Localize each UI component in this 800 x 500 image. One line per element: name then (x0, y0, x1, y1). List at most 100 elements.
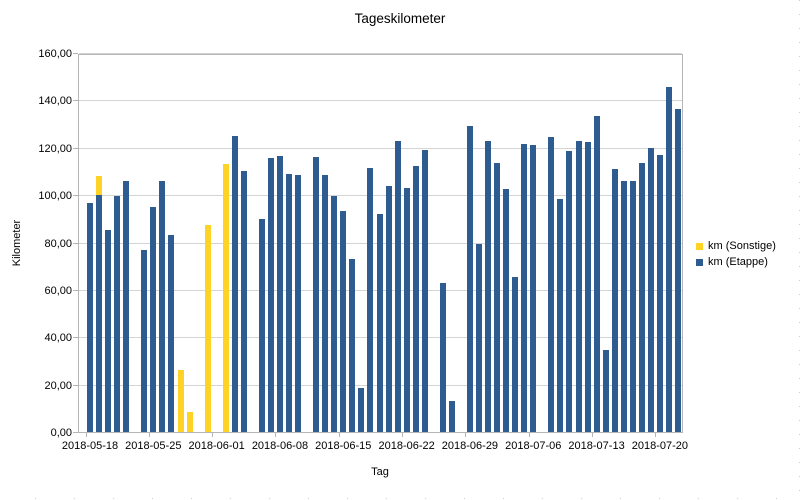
background-grid-dots-bottom (0, 498, 800, 499)
bar-segment-etappe (105, 229, 112, 432)
y-tick-label: 140,00 (38, 95, 72, 108)
x-tick-mark (148, 433, 150, 437)
bar-segment-sonstige (204, 224, 211, 432)
y-tick-mark (73, 147, 78, 149)
bar-segment-etappe (349, 259, 356, 432)
bar-segment-etappe (466, 126, 473, 432)
bar-segment-etappe (403, 188, 410, 432)
bar-segment-etappe (123, 180, 130, 432)
bar-segment-etappe (358, 388, 365, 432)
legend-item: km (Etappe) (696, 254, 776, 270)
bar-segment-etappe (503, 189, 510, 432)
plot-area (78, 53, 683, 433)
bar-segment-etappe (620, 180, 627, 432)
bar-segment-etappe (150, 207, 157, 432)
bar-segment-etappe (258, 218, 265, 432)
y-tick-mark (73, 242, 78, 244)
bar-segment-etappe (439, 282, 446, 432)
bar-segment-etappe (494, 163, 501, 432)
bar-segment-etappe (530, 145, 537, 432)
x-tick-label: 2018-06-08 (251, 440, 309, 452)
bar-segment-etappe (367, 167, 374, 432)
bar-segment-etappe (629, 180, 636, 432)
bar-segment-etappe (675, 108, 681, 432)
bar-segment-etappe (611, 169, 618, 432)
y-tick-label: 0,00 (50, 427, 72, 439)
y-axis-title: Kilometer (11, 219, 23, 267)
y-tick-label: 60,00 (44, 284, 72, 297)
bar-segment-etappe (638, 163, 645, 432)
bar-segment-etappe (96, 195, 102, 432)
legend: km (Sonstige) km (Etappe) (696, 238, 776, 270)
gridline (79, 195, 682, 197)
bar-segment-etappe (557, 198, 564, 432)
bar-segment-etappe (448, 401, 455, 432)
bar-segment-sonstige (222, 164, 229, 432)
y-tick-mark (73, 384, 78, 386)
x-tick-mark (402, 433, 404, 437)
bar-segment-etappe (593, 115, 600, 432)
bar-segment-etappe (412, 165, 419, 432)
legend-item: km (Sonstige) (696, 238, 776, 254)
y-tick-label: 40,00 (44, 332, 72, 345)
bar-segment-etappe (277, 156, 283, 432)
y-tick-label: 80,00 (44, 237, 72, 250)
y-tick-label: 100,00 (38, 190, 72, 203)
bar-segment-etappe (295, 175, 302, 432)
y-tick-mark (73, 100, 78, 102)
bar-segment-etappe (286, 173, 292, 432)
gridline (79, 147, 682, 149)
legend-swatch-icon (696, 242, 703, 250)
bar-segment-etappe (394, 140, 401, 432)
x-tick-mark (655, 433, 657, 437)
bar-segment-etappe (665, 87, 672, 432)
y-tick-mark (73, 432, 78, 433)
bar-segment-etappe (340, 210, 347, 432)
legend-label: km (Sonstige) (708, 240, 776, 252)
y-tick-label: 20,00 (44, 379, 72, 392)
bar-segment-etappe (566, 151, 573, 432)
y-tick-mark (73, 337, 78, 339)
legend-swatch-icon (696, 258, 703, 266)
y-tick-mark (73, 53, 78, 54)
bar-segment-sonstige (186, 411, 193, 432)
y-tick-mark (73, 195, 78, 197)
bar-segment-sonstige (96, 176, 102, 196)
gridline (79, 100, 682, 102)
x-tick-mark (85, 433, 87, 437)
x-tick-label: 2018-05-25 (125, 440, 182, 452)
x-tick-mark (338, 433, 340, 437)
x-tick-mark (592, 433, 594, 437)
bar-segment-etappe (331, 196, 338, 432)
x-tick-label: 2018-06-01 (188, 440, 245, 452)
bar-segment-etappe (548, 137, 555, 432)
y-tick-mark (73, 289, 78, 291)
bar-segment-etappe (168, 235, 175, 432)
x-tick-label: 2018-06-29 (441, 440, 499, 452)
bar-segment-etappe (584, 141, 591, 432)
bar-segment-etappe (602, 350, 609, 432)
bar-segment-etappe (521, 144, 528, 432)
bar-segment-etappe (476, 243, 482, 432)
bar-segment-etappe (485, 140, 491, 432)
bar-segment-etappe (647, 147, 654, 432)
bar-segment-etappe (267, 158, 274, 432)
chart-title: Tageskilometer (354, 11, 446, 26)
bar-segment-etappe (656, 154, 663, 432)
bar-segment-etappe (421, 150, 428, 432)
bar-segment-etappe (114, 196, 121, 432)
gridline (79, 53, 682, 54)
bar-segment-etappe (159, 180, 166, 432)
bar-segment-etappe (240, 171, 247, 432)
legend-label: km (Etappe) (708, 256, 768, 268)
bar-segment-etappe (141, 249, 148, 432)
x-tick-mark (212, 433, 214, 437)
x-axis-title: Tag (371, 466, 389, 478)
bar-segment-etappe (87, 203, 93, 432)
y-tick-label: 160,00 (38, 48, 72, 60)
bar-segment-etappe (385, 185, 392, 432)
x-tick-label: 2018-06-22 (378, 440, 435, 452)
x-tick-label: 2018-07-13 (568, 440, 625, 452)
x-tick-label: 2018-07-06 (505, 440, 562, 452)
